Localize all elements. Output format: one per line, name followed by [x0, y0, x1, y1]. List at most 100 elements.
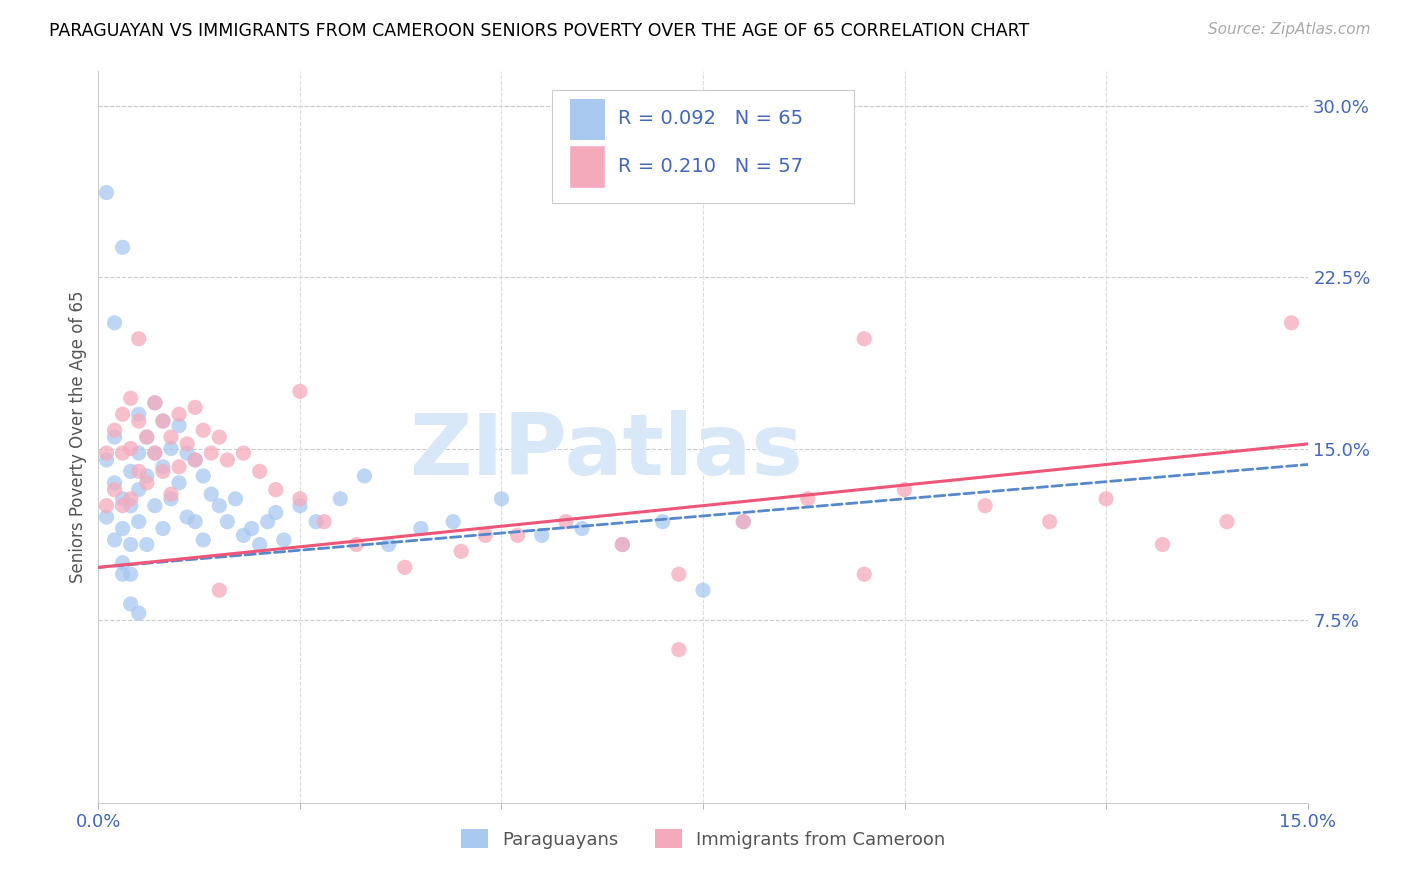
Point: [143, 499, 166, 513]
Point: [120, 464, 142, 478]
Point: [256, 515, 278, 529]
Point: [530, 528, 553, 542]
Point: [733, 515, 755, 529]
Point: [184, 401, 207, 415]
Point: [135, 430, 157, 444]
Point: [314, 515, 336, 529]
Point: [111, 240, 134, 254]
Point: [128, 464, 150, 478]
Point: [176, 510, 198, 524]
Point: [184, 515, 207, 529]
Point: [120, 442, 142, 456]
Point: [184, 453, 207, 467]
Point: [120, 391, 142, 405]
Point: [103, 475, 125, 490]
Point: [128, 515, 150, 529]
Point: [264, 483, 287, 497]
Point: [160, 491, 183, 506]
Legend: Paraguayans, Immigrants from Cameroon: Paraguayans, Immigrants from Cameroon: [454, 822, 952, 856]
Point: [377, 537, 399, 551]
Point: [1281, 316, 1303, 330]
Point: [128, 606, 150, 620]
Point: [167, 459, 190, 474]
Point: [111, 407, 134, 421]
Point: [96, 499, 118, 513]
Point: [160, 430, 183, 444]
Point: [152, 414, 174, 428]
Point: [111, 521, 134, 535]
Point: [200, 446, 222, 460]
Point: [193, 533, 215, 547]
Point: [96, 510, 118, 524]
Point: [143, 396, 166, 410]
Point: [143, 446, 166, 460]
Point: [409, 521, 432, 535]
Point: [152, 459, 174, 474]
Point: [264, 506, 287, 520]
Point: [111, 567, 134, 582]
Point: [111, 446, 134, 460]
Point: [344, 537, 367, 551]
Point: [128, 407, 150, 421]
Point: [208, 499, 231, 513]
Point: [152, 464, 174, 478]
Point: [208, 430, 231, 444]
Point: [111, 499, 134, 513]
Point: [184, 453, 207, 467]
Bar: [569, 146, 603, 186]
Point: [96, 453, 118, 467]
Point: [1095, 491, 1118, 506]
Point: [111, 491, 134, 506]
Point: [224, 491, 246, 506]
Point: [893, 483, 915, 497]
Point: [167, 407, 190, 421]
Point: [1039, 515, 1062, 529]
Text: R = 0.210   N = 57: R = 0.210 N = 57: [619, 157, 803, 176]
Point: [152, 414, 174, 428]
Point: [305, 515, 328, 529]
Point: [193, 423, 215, 437]
FancyBboxPatch shape: [551, 90, 855, 203]
Point: [120, 537, 142, 551]
Point: [797, 491, 820, 506]
Point: [103, 316, 125, 330]
Text: Source: ZipAtlas.com: Source: ZipAtlas.com: [1208, 22, 1371, 37]
Point: [103, 533, 125, 547]
Point: [853, 332, 876, 346]
Point: [232, 528, 254, 542]
Point: [571, 521, 593, 535]
Point: [1216, 515, 1239, 529]
Point: [96, 446, 118, 460]
Point: [143, 446, 166, 460]
Point: [128, 414, 150, 428]
Point: [120, 567, 142, 582]
Point: [193, 469, 215, 483]
Point: [329, 491, 352, 506]
Point: [491, 491, 513, 506]
Point: [176, 437, 198, 451]
Point: [853, 567, 876, 582]
Point: [176, 446, 198, 460]
Point: [160, 442, 183, 456]
Point: [103, 423, 125, 437]
Point: [353, 469, 375, 483]
Point: [668, 642, 690, 657]
Point: [128, 483, 150, 497]
Point: [651, 515, 673, 529]
Text: R = 0.092   N = 65: R = 0.092 N = 65: [619, 110, 803, 128]
Point: [692, 583, 714, 598]
Point: [240, 521, 263, 535]
Point: [506, 528, 529, 542]
Point: [135, 430, 157, 444]
Text: ZIPatlas: ZIPatlas: [409, 410, 803, 493]
Point: [103, 430, 125, 444]
Point: [135, 469, 157, 483]
Point: [288, 499, 311, 513]
Y-axis label: Seniors Poverty Over the Age of 65: Seniors Poverty Over the Age of 65: [69, 291, 87, 583]
Point: [120, 597, 142, 611]
Point: [217, 453, 239, 467]
Point: [394, 560, 416, 574]
Point: [103, 483, 125, 497]
Point: [120, 499, 142, 513]
Point: [273, 533, 295, 547]
